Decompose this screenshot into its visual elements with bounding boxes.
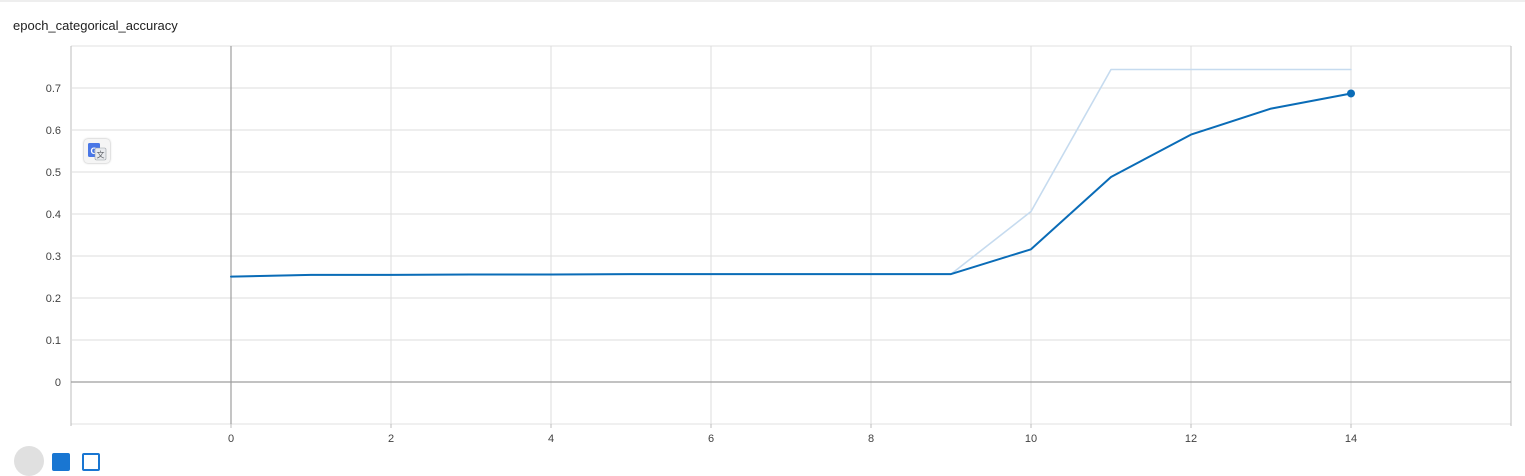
y-tick-label: 0.1 [46,335,61,347]
y-tick-label: 0 [55,377,61,389]
y-tick-label: 0.5 [46,167,61,179]
top-divider [0,0,1525,2]
last-point-marker [1347,89,1355,98]
series-layer [230,68,1355,278]
x-tick-label: 14 [1345,433,1357,445]
y-tick-label: 0.6 [46,125,61,137]
chart-title: epoch_categorical_accuracy [13,18,178,33]
x-tick-label: 8 [868,433,874,445]
x-tick-label: 10 [1025,433,1037,445]
x-tick-label: 6 [708,433,714,445]
fit-domain-button[interactable] [14,446,44,476]
axis-layer [71,46,1511,428]
translate-widget[interactable]: G 文 [84,139,110,163]
y-tick-label: 0.4 [46,209,61,221]
series-line-smoothed [230,92,1352,278]
chart-svg[interactable]: 0 2 4 6 8 10 12 14 0 0.1 0.2 0.3 0.4 0.5 0.6 0.7 [0,0,1525,456]
x-tick-label: 0 [228,433,234,445]
chart-controls [14,446,114,476]
x-tick-label: 4 [548,433,554,445]
svg-text:G: G [90,146,97,156]
x-tick-label: 12 [1185,433,1197,445]
grid-layer [70,45,1512,426]
y-tick-label: 0.2 [46,293,61,305]
y-tick-label: 0.3 [46,251,61,263]
google-translate-icon: G 文 [88,143,107,161]
x-tick-label: 2 [388,433,394,445]
series-line-raw [230,68,1352,278]
y-tick-label: 0.7 [46,83,61,95]
label-layer: 0 2 4 6 8 10 12 14 0 0.1 0.2 0.3 0.4 0.5 0.6 0.7 [46,83,1357,445]
svg-text:文: 文 [97,150,105,160]
